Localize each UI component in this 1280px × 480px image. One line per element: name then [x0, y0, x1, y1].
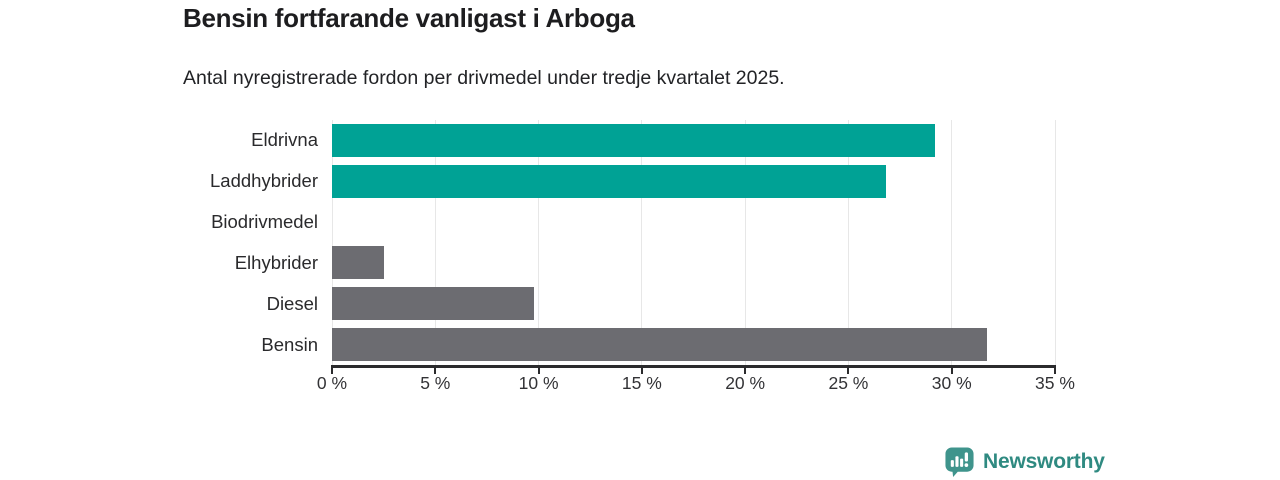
- x-axis-tick-5: [434, 368, 437, 374]
- gridline-0-percent: [331, 120, 333, 365]
- gridline-25-percent: [847, 120, 849, 365]
- newsworthy-logo-text: Newsworthy: [983, 450, 1105, 473]
- x-axis-tick-15: [640, 368, 643, 374]
- x-axis-tick-label-0: 0 %: [316, 373, 348, 393]
- category-label-biodrivmedel: Biodrivmedel: [211, 211, 318, 233]
- x-axis-tick-0: [331, 368, 333, 374]
- bar-diesel: [332, 287, 535, 321]
- category-label-diesel: Diesel: [266, 292, 318, 314]
- bar-laddhybrider: [332, 164, 886, 198]
- gridline-5-percent: [434, 120, 436, 365]
- newsworthy-logo: Newsworthy: [944, 446, 1105, 478]
- gridline-15-percent: [641, 120, 643, 365]
- category-label-eldrivna: Eldrivna: [251, 129, 318, 151]
- chart-title: Bensin fortfarande vanligast i Arboga: [183, 3, 635, 33]
- x-axis-tick-label-20: 20 %: [725, 373, 766, 393]
- category-label-bensin: Bensin: [261, 333, 318, 355]
- x-axis-tick-30: [950, 368, 953, 374]
- bar-chart-plot-area: Eldrivna Laddhybrider Biodrivmedel Elhybrid…: [210, 120, 1075, 393]
- bar-eldrivna: [332, 123, 936, 157]
- x-axis-tick-20: [744, 368, 747, 374]
- x-axis-tick-35: [1054, 368, 1056, 374]
- x-axis-tick-label-35: 35 %: [1035, 373, 1075, 393]
- x-axis-tick-label-30: 30 %: [931, 373, 972, 393]
- newsworthy-logo-icon: [945, 447, 974, 478]
- bar-elhybrider: [332, 246, 384, 280]
- x-axis-tick-label-25: 25 %: [828, 373, 869, 393]
- category-label-laddhybrider: Laddhybrider: [210, 170, 318, 192]
- gridline-20-percent: [744, 120, 746, 365]
- x-axis-tick-10: [537, 368, 540, 374]
- x-axis-line: [331, 365, 1056, 368]
- gridline-30-percent: [951, 120, 953, 365]
- chart-subtitle: Antal nyregistrerade fordon per drivmede…: [183, 67, 785, 89]
- x-axis-tick-label-15: 15 %: [621, 373, 662, 393]
- bar-bensin: [332, 328, 987, 362]
- x-axis-tick-25: [847, 368, 850, 374]
- x-axis-tick-label-10: 10 %: [518, 373, 559, 393]
- x-axis-tick-label-5: 5 %: [420, 373, 451, 393]
- category-label-elhybrider: Elhybrider: [234, 251, 318, 273]
- gridline-10-percent: [538, 120, 540, 365]
- gridline-35-percent: [1054, 120, 1056, 365]
